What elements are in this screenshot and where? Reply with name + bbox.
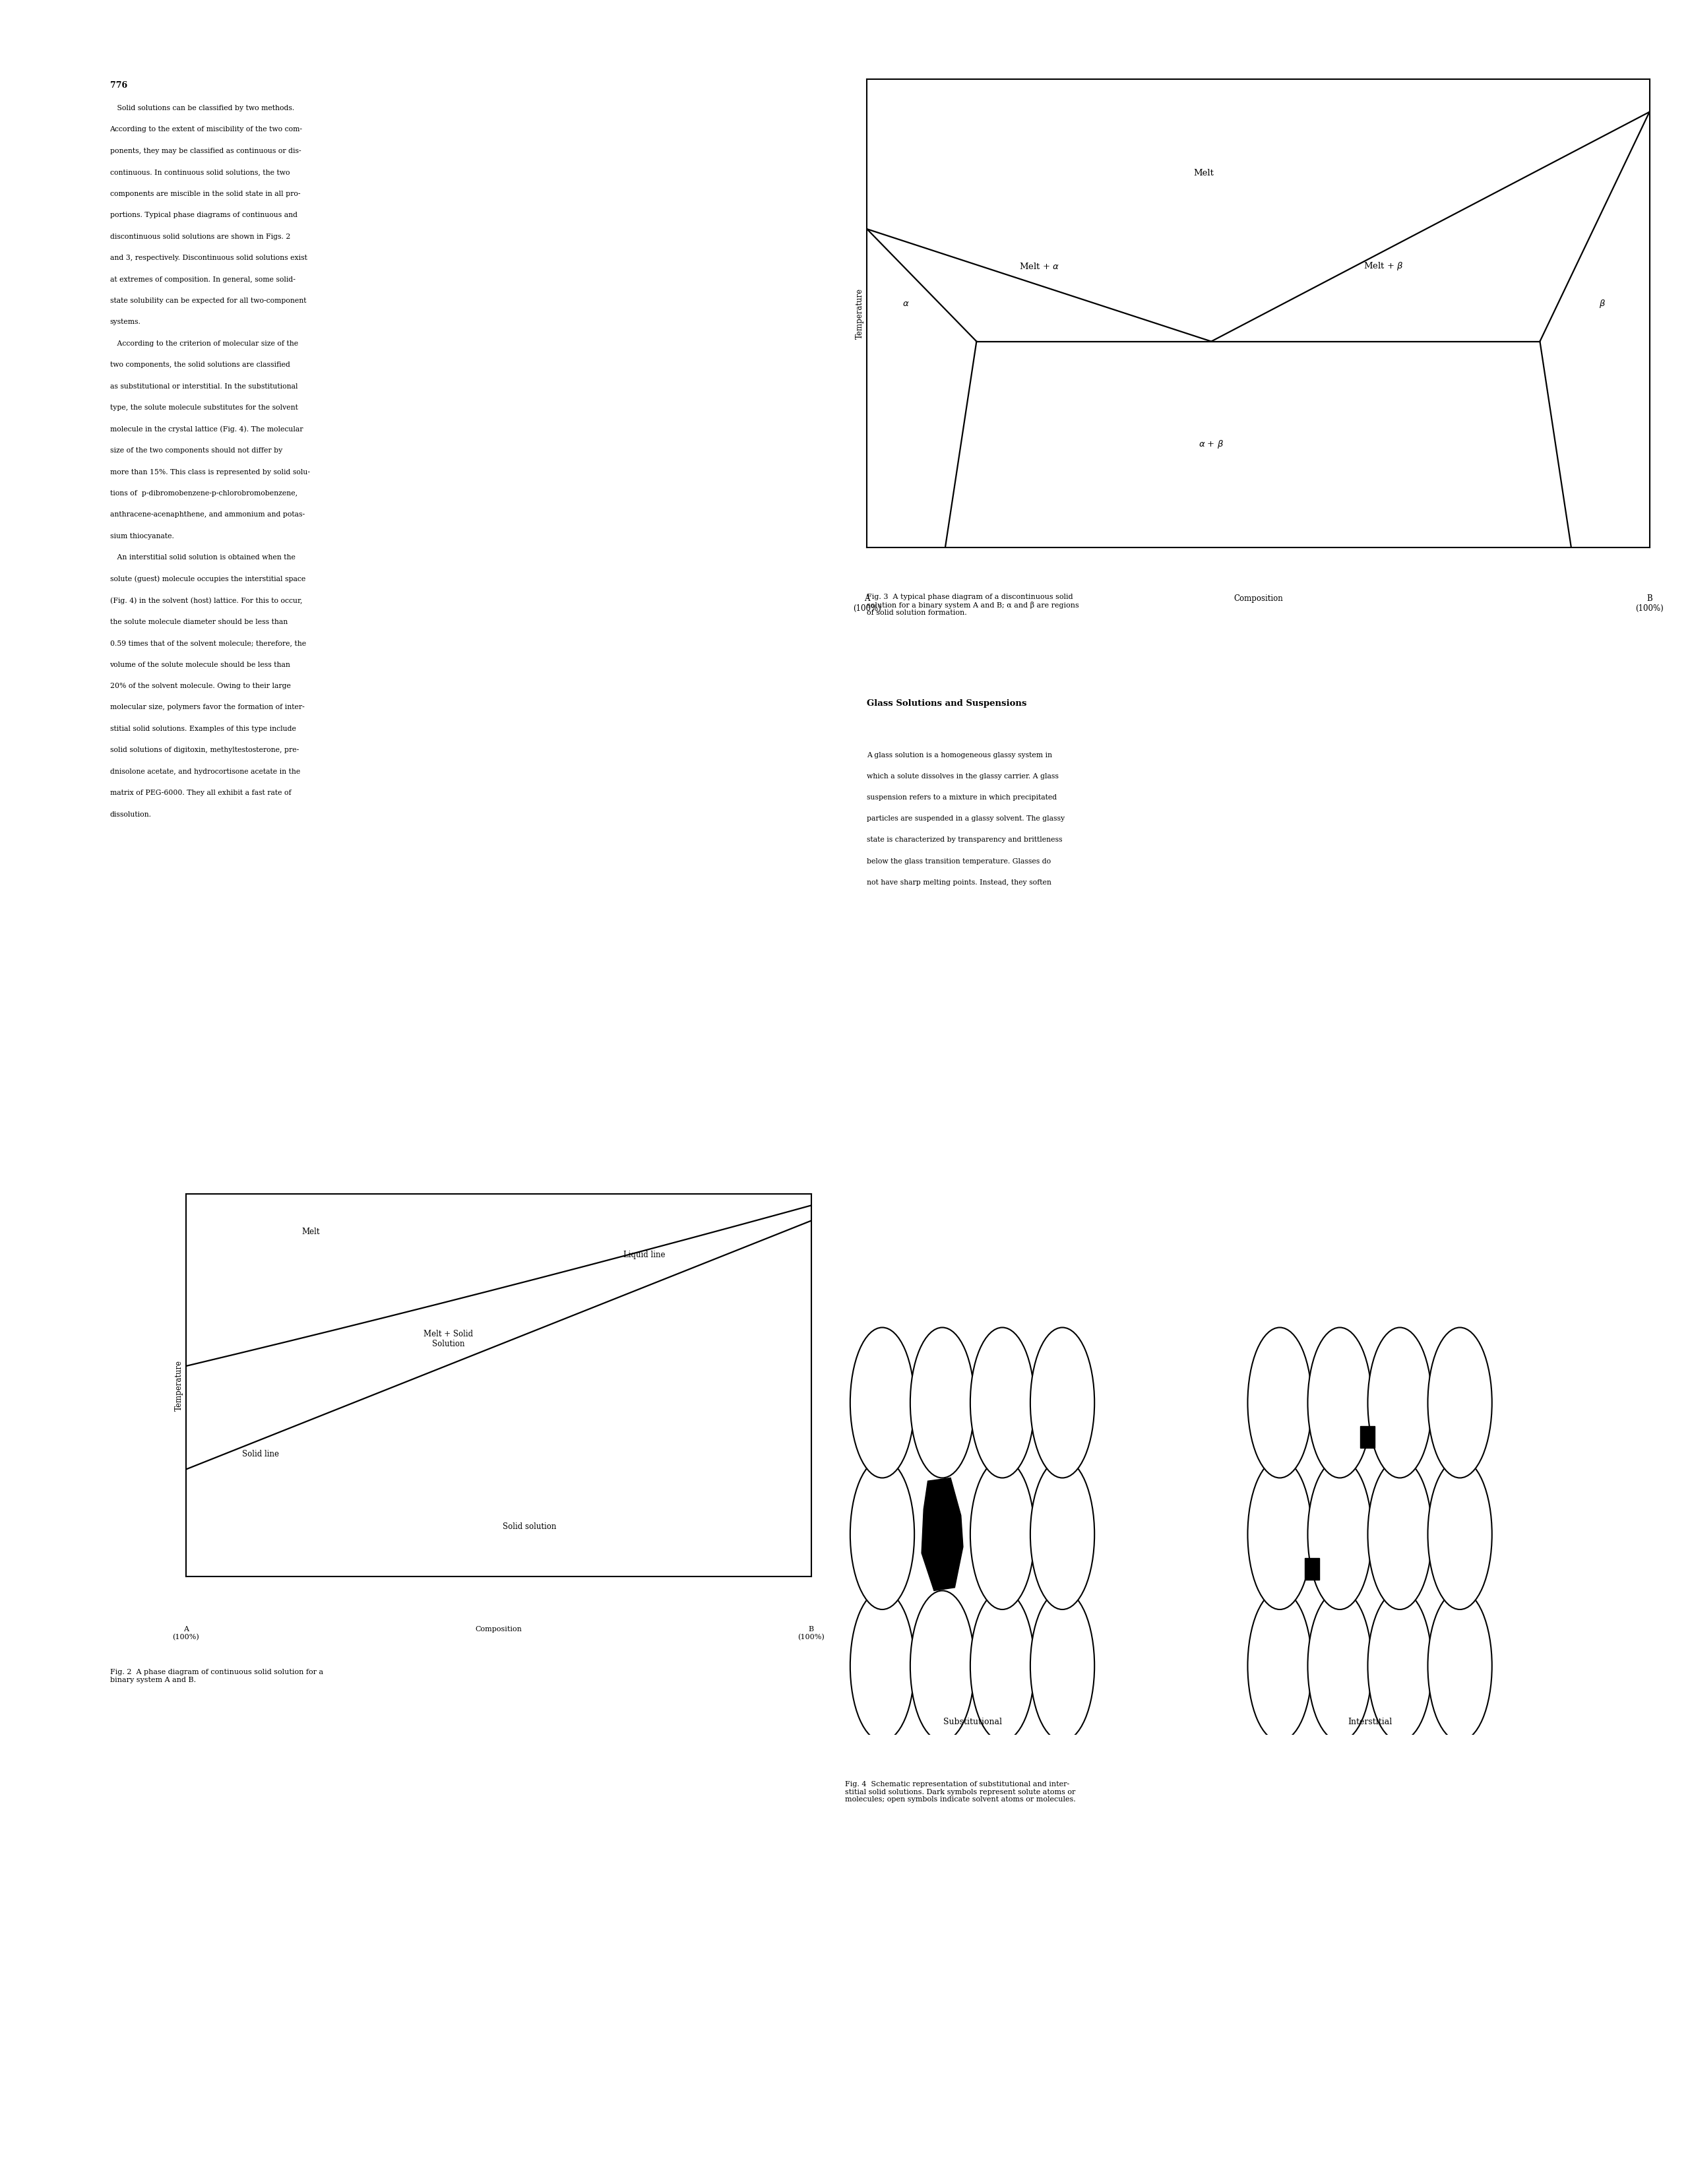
- Text: An interstitial solid solution is obtained when the: An interstitial solid solution is obtain…: [110, 555, 296, 561]
- Text: According to the extent of miscibility of the two com-: According to the extent of miscibility o…: [110, 127, 303, 133]
- Text: size of the two components should not differ by: size of the two components should not di…: [110, 448, 282, 454]
- Text: state solubility can be expected for all two-component: state solubility can be expected for all…: [110, 297, 306, 304]
- Ellipse shape: [1367, 1590, 1431, 1741]
- Text: particles are suspended in a glassy solvent. The glassy: particles are suspended in a glassy solv…: [867, 815, 1065, 821]
- Text: dissolution.: dissolution.: [110, 810, 152, 817]
- Text: $\alpha$: $\alpha$: [902, 299, 909, 308]
- Ellipse shape: [1031, 1459, 1095, 1610]
- Ellipse shape: [1031, 1590, 1095, 1741]
- Ellipse shape: [1367, 1459, 1431, 1610]
- Text: $\alpha$ + $\beta$: $\alpha$ + $\beta$: [1198, 439, 1224, 450]
- Text: sium thiocyanate.: sium thiocyanate.: [110, 533, 174, 539]
- Text: stitial solid solutions. Examples of this type include: stitial solid solutions. Examples of thi…: [110, 725, 296, 732]
- Text: Melt + $\alpha$: Melt + $\alpha$: [1019, 262, 1060, 271]
- Text: Interstitial: Interstitial: [1347, 1719, 1393, 1728]
- Text: systems.: systems.: [110, 319, 140, 325]
- Text: Glass Solutions and Suspensions: Glass Solutions and Suspensions: [867, 699, 1028, 708]
- Text: molecule in the crystal lattice (Fig. 4). The molecular: molecule in the crystal lattice (Fig. 4)…: [110, 426, 303, 432]
- Text: type, the solute molecule substitutes for the solvent: type, the solute molecule substitutes fo…: [110, 404, 297, 411]
- Text: as substitutional or interstitial. In the substitutional: as substitutional or interstitial. In th…: [110, 382, 297, 389]
- Text: Solid solution: Solid solution: [504, 1522, 556, 1531]
- Text: anthracene-acenaphthene, and ammonium and potas-: anthracene-acenaphthene, and ammonium an…: [110, 511, 304, 518]
- Text: 0.59 times that of the solvent molecule; therefore, the: 0.59 times that of the solvent molecule;…: [110, 640, 306, 646]
- Text: Fig. 3  A typical phase diagram of a discontinuous solid
solution for a binary s: Fig. 3 A typical phase diagram of a disc…: [867, 594, 1080, 616]
- Ellipse shape: [911, 1328, 975, 1479]
- Text: which a solute dissolves in the glassy carrier. A glass: which a solute dissolves in the glassy c…: [867, 773, 1060, 780]
- Ellipse shape: [1247, 1459, 1311, 1610]
- Text: Liquid line: Liquid line: [624, 1251, 666, 1260]
- Text: portions. Typical phase diagrams of continuous and: portions. Typical phase diagrams of cont…: [110, 212, 297, 218]
- Text: B
(100%): B (100%): [1636, 594, 1663, 614]
- Text: Fig. 2  A phase diagram of continuous solid solution for a
binary system A and B: Fig. 2 A phase diagram of continuous sol…: [110, 1669, 323, 1684]
- Bar: [1360, 1426, 1376, 1448]
- Text: ponents, they may be classified as continuous or dis-: ponents, they may be classified as conti…: [110, 149, 301, 155]
- Text: solid solutions of digitoxin, methyltestosterone, pre-: solid solutions of digitoxin, methyltest…: [110, 747, 299, 753]
- Ellipse shape: [1308, 1459, 1372, 1610]
- Text: B
(100%): B (100%): [798, 1627, 825, 1640]
- Ellipse shape: [850, 1459, 914, 1610]
- Text: suspension refers to a mixture in which precipitated: suspension refers to a mixture in which …: [867, 795, 1056, 802]
- Text: Solid solutions can be classified by two methods.: Solid solutions can be classified by two…: [110, 105, 294, 111]
- Text: components are miscible in the solid state in all pro-: components are miscible in the solid sta…: [110, 190, 301, 197]
- Text: discontinuous solid solutions are shown in Figs. 2: discontinuous solid solutions are shown …: [110, 234, 291, 240]
- Text: two components, the solid solutions are classified: two components, the solid solutions are …: [110, 363, 291, 369]
- Ellipse shape: [1247, 1328, 1311, 1479]
- Text: state is characterized by transparency and brittleness: state is characterized by transparency a…: [867, 836, 1063, 843]
- Y-axis label: Temperature: Temperature: [855, 288, 864, 339]
- Text: and 3, respectively. Discontinuous solid solutions exist: and 3, respectively. Discontinuous solid…: [110, 256, 308, 262]
- Text: Solid line: Solid line: [242, 1450, 279, 1459]
- Text: molecular size, polymers favor the formation of inter-: molecular size, polymers favor the forma…: [110, 703, 304, 710]
- Text: A
(100%): A (100%): [853, 594, 880, 614]
- Text: Fig. 4  Schematic representation of substitutional and inter-
stitial solid solu: Fig. 4 Schematic representation of subst…: [845, 1780, 1077, 1802]
- Ellipse shape: [970, 1590, 1034, 1741]
- Ellipse shape: [970, 1328, 1034, 1479]
- Text: (Fig. 4) in the solvent (host) lattice. For this to occur,: (Fig. 4) in the solvent (host) lattice. …: [110, 596, 303, 605]
- Text: matrix of PEG-6000. They all exhibit a fast rate of: matrix of PEG-6000. They all exhibit a f…: [110, 791, 291, 797]
- Ellipse shape: [1308, 1328, 1372, 1479]
- Ellipse shape: [1428, 1459, 1492, 1610]
- Ellipse shape: [1308, 1590, 1372, 1741]
- Text: A
(100%): A (100%): [172, 1627, 199, 1640]
- Text: dnisolone acetate, and hydrocortisone acetate in the: dnisolone acetate, and hydrocortisone ac…: [110, 769, 301, 775]
- Text: the solute molecule diameter should be less than: the solute molecule diameter should be l…: [110, 618, 287, 625]
- Text: at extremes of composition. In general, some solid-: at extremes of composition. In general, …: [110, 275, 296, 282]
- Text: Coprecipitates and Melts: Coprecipitates and Melts: [1464, 81, 1580, 90]
- Text: Melt: Melt: [1193, 168, 1213, 177]
- Text: 776: 776: [110, 81, 127, 90]
- Text: Melt + Solid
Solution: Melt + Solid Solution: [424, 1330, 473, 1348]
- Polygon shape: [921, 1479, 963, 1590]
- Text: Composition: Composition: [475, 1627, 522, 1634]
- Bar: [1305, 1557, 1320, 1579]
- Text: not have sharp melting points. Instead, they soften: not have sharp melting points. Instead, …: [867, 880, 1051, 887]
- Ellipse shape: [1031, 1328, 1095, 1479]
- Ellipse shape: [850, 1328, 914, 1479]
- Text: tions of  p-dibromobenzene-p-chlorobromobenzene,: tions of p-dibromobenzene-p-chlorobromob…: [110, 489, 297, 496]
- Text: 20% of the solvent molecule. Owing to their large: 20% of the solvent molecule. Owing to th…: [110, 684, 291, 690]
- Text: Substitutional: Substitutional: [943, 1719, 1002, 1728]
- Ellipse shape: [1367, 1328, 1431, 1479]
- Text: According to the criterion of molecular size of the: According to the criterion of molecular …: [110, 341, 297, 347]
- Text: below the glass transition temperature. Glasses do: below the glass transition temperature. …: [867, 858, 1051, 865]
- Text: solute (guest) molecule occupies the interstitial space: solute (guest) molecule occupies the int…: [110, 577, 306, 583]
- Ellipse shape: [850, 1590, 914, 1741]
- Ellipse shape: [911, 1590, 975, 1741]
- Y-axis label: Temperature: Temperature: [174, 1361, 183, 1411]
- Text: $\beta$: $\beta$: [1599, 299, 1606, 310]
- Text: Melt + $\beta$: Melt + $\beta$: [1364, 260, 1403, 273]
- Text: Cool-Crystal: Cool-Crystal: [30, 1101, 37, 1149]
- Text: continuous. In continuous solid solutions, the two: continuous. In continuous solid solution…: [110, 168, 289, 175]
- Ellipse shape: [970, 1459, 1034, 1610]
- Text: Melt: Melt: [303, 1227, 319, 1236]
- Text: A glass solution is a homogeneous glassy system in: A glass solution is a homogeneous glassy…: [867, 751, 1053, 758]
- Ellipse shape: [1428, 1328, 1492, 1479]
- Ellipse shape: [1428, 1590, 1492, 1741]
- Text: more than 15%. This class is represented by solid solu-: more than 15%. This class is represented…: [110, 470, 309, 476]
- Text: volume of the solute molecule should be less than: volume of the solute molecule should be …: [110, 662, 291, 668]
- Text: Composition: Composition: [1234, 594, 1283, 603]
- Ellipse shape: [1247, 1590, 1311, 1741]
